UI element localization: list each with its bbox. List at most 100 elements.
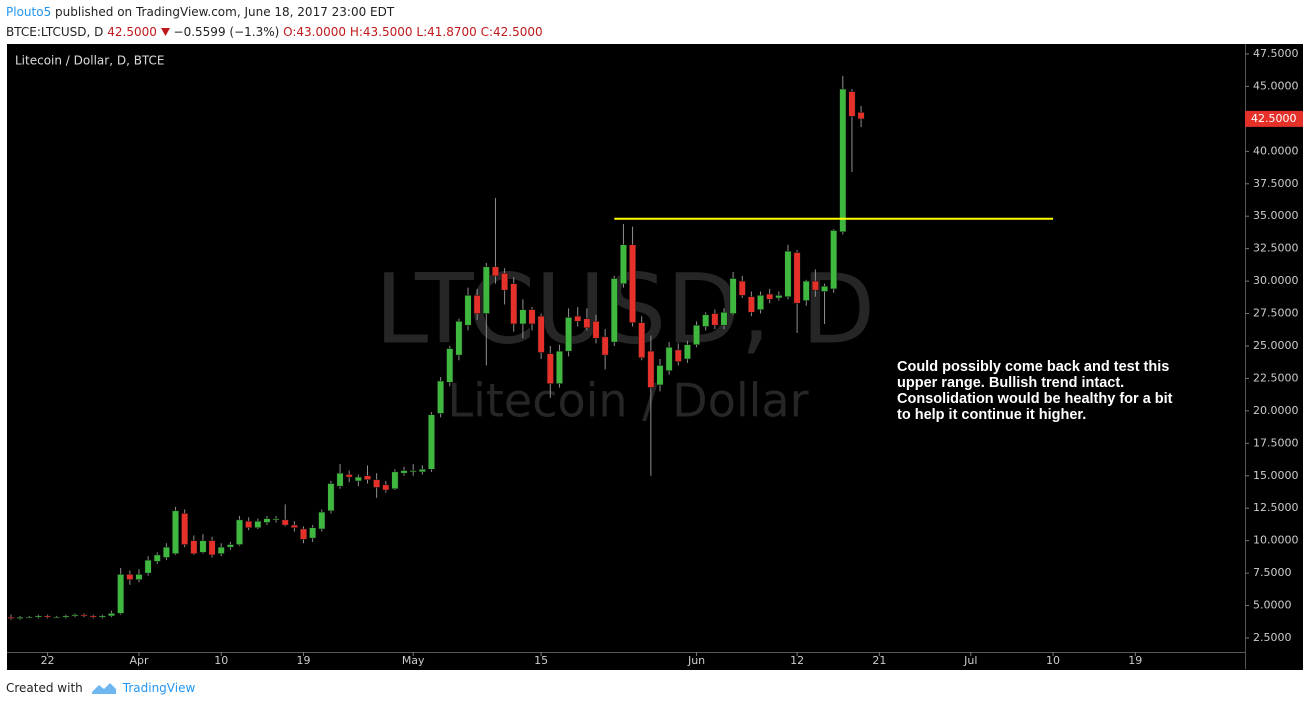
candle-body — [354, 476, 362, 482]
candle-body — [418, 469, 426, 473]
candle-body — [153, 554, 161, 562]
candle-body — [738, 280, 746, 296]
candle-body — [830, 230, 838, 290]
candle-body — [775, 295, 783, 299]
symbol-line: BTCE:LTCUSD, D 42.5000 −0.5599 (−1.3%) O… — [6, 22, 543, 42]
chart-background — [7, 44, 1303, 670]
brand[interactable]: TradingView — [122, 681, 196, 695]
candle-body — [857, 112, 865, 120]
candle-body — [245, 520, 253, 528]
candle-body — [629, 244, 637, 323]
candle-body — [71, 614, 79, 617]
candle-body — [345, 474, 353, 478]
candle-body — [747, 296, 755, 313]
annotation: Could possibly come back and test this — [897, 359, 1169, 375]
candle-body — [290, 524, 298, 528]
chart: LTCUSD, D Litecoin / Dollar Litecoin / D… — [7, 44, 1303, 670]
candle-body — [473, 295, 481, 314]
candle-body — [162, 546, 170, 558]
candle-body — [583, 318, 591, 329]
candle-body — [263, 518, 271, 523]
x-tick-label: 21 — [872, 654, 886, 667]
candle-body — [848, 91, 856, 117]
candle-body — [510, 283, 518, 325]
candle-body — [528, 309, 536, 325]
y-tick-label: 12.5000 — [1253, 501, 1299, 514]
candle-body — [482, 266, 490, 314]
x-tick-label: May — [402, 654, 425, 667]
candle-body — [135, 574, 143, 580]
candle-body — [811, 280, 819, 291]
candle-body — [610, 278, 618, 343]
y-tick-label: 7.5000 — [1253, 566, 1292, 579]
candle-body — [555, 350, 563, 384]
candle-body — [7, 616, 15, 619]
y-tick-label: 5.0000 — [1253, 599, 1292, 612]
price-label-box — [1245, 110, 1303, 127]
x-tick-label: 15 — [534, 654, 548, 667]
candle-body — [674, 349, 682, 362]
candle-body — [839, 88, 847, 233]
candle-body — [647, 350, 655, 388]
candle-body — [181, 513, 189, 545]
y-tick-label: 40.0000 — [1253, 144, 1299, 157]
candle-body — [492, 266, 499, 277]
candle-body — [821, 286, 828, 292]
candle-body — [537, 315, 545, 353]
x-tick-label: 22 — [41, 654, 55, 667]
candle-body — [172, 510, 179, 554]
candle-body — [272, 518, 280, 521]
ohlc-open: O:43.0000 — [283, 25, 347, 39]
candle-body — [437, 380, 445, 414]
candle-body — [373, 479, 381, 488]
x-tick-label: Jul — [963, 654, 977, 667]
candle-body — [190, 540, 198, 554]
candle-body — [702, 314, 710, 327]
candle-body — [199, 540, 207, 553]
candle-body — [25, 616, 33, 619]
candle-body — [126, 574, 134, 580]
candle-body — [217, 546, 225, 554]
candle-body — [693, 324, 701, 345]
candle-body — [44, 615, 52, 618]
brand-logo — [91, 683, 116, 694]
candle-body — [53, 616, 61, 619]
candle-body — [364, 475, 371, 480]
candle-body — [208, 540, 216, 556]
x-tick-label: 19 — [297, 654, 311, 667]
candle-body — [546, 353, 554, 384]
candle-body — [281, 519, 289, 526]
candle-body — [89, 615, 97, 618]
candle-body — [336, 472, 344, 487]
candle-body — [501, 273, 509, 291]
candle-body — [720, 311, 728, 326]
candle-body — [117, 574, 125, 614]
candle-body — [409, 470, 417, 473]
watermark-name: Litecoin / Dollar — [447, 374, 808, 428]
candle-body — [619, 244, 627, 284]
ohlc-close: C:42.5000 — [480, 25, 543, 39]
chart-title: Litecoin / Dollar, D, BTCE — [15, 54, 165, 68]
x-tick-label: 12 — [790, 654, 804, 667]
x-tick-label: Jun — [687, 654, 705, 667]
candle-body — [683, 344, 691, 360]
candle-body — [638, 322, 646, 358]
ohlc-low: L:41.8700 — [416, 25, 477, 39]
price: 42.5000 — [107, 25, 157, 39]
candle-body — [309, 527, 317, 539]
candle-body — [80, 614, 88, 617]
y-tick-label: 15.0000 — [1253, 469, 1299, 482]
y-tick-label: 10.0000 — [1253, 534, 1299, 547]
y-tick-label: 20.0000 — [1253, 404, 1299, 417]
author[interactable]: Plouto5 — [6, 5, 52, 19]
y-tick-label: 32.5000 — [1253, 242, 1299, 255]
y-tick-label: 22.5000 — [1253, 371, 1299, 384]
candle-body — [16, 616, 24, 619]
candle-body — [391, 471, 399, 489]
candle-body — [766, 293, 774, 300]
candle-body — [62, 615, 70, 618]
footer: Created with TradingView — [6, 681, 195, 695]
candle-body — [34, 615, 42, 618]
y-tick-label: 17.5000 — [1253, 436, 1299, 449]
publish-line: Plouto5 published on TradingView.com, Ju… — [6, 2, 543, 22]
